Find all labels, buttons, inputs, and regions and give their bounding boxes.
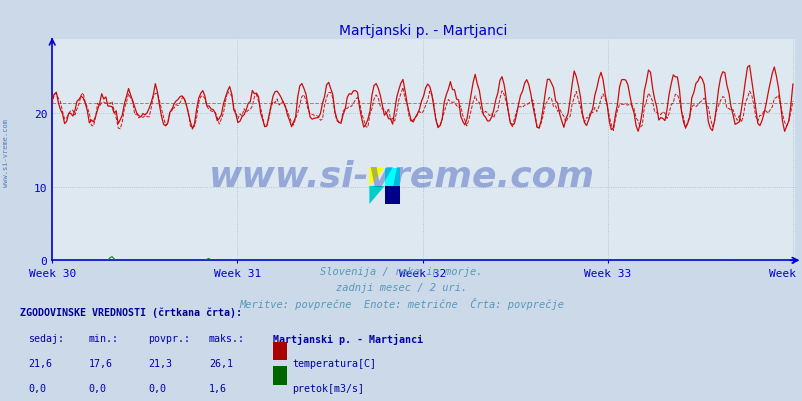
Text: maks.:: maks.: xyxy=(209,333,245,343)
Text: temperatura[C]: temperatura[C] xyxy=(292,358,376,368)
Text: www.si-vreme.com: www.si-vreme.com xyxy=(3,118,10,186)
Polygon shape xyxy=(384,186,399,205)
Text: zadnji mesec / 2 uri.: zadnji mesec / 2 uri. xyxy=(335,283,467,293)
Text: sedaj:: sedaj: xyxy=(28,333,64,343)
Text: Slovenija / reke in morje.: Slovenija / reke in morje. xyxy=(320,267,482,277)
Text: 0,0: 0,0 xyxy=(148,383,166,393)
Polygon shape xyxy=(384,168,399,186)
Polygon shape xyxy=(369,186,384,205)
Text: pretok[m3/s]: pretok[m3/s] xyxy=(292,383,364,393)
Text: 21,6: 21,6 xyxy=(28,358,52,368)
Text: Martjanski p. - Martjanci: Martjanski p. - Martjanci xyxy=(273,333,423,344)
Text: www.si-vreme.com: www.si-vreme.com xyxy=(209,160,593,193)
Title: Martjanski p. - Martjanci: Martjanski p. - Martjanci xyxy=(339,24,507,38)
Text: ZGODOVINSKE VREDNOSTI (črtkana črta):: ZGODOVINSKE VREDNOSTI (črtkana črta): xyxy=(20,307,241,317)
Text: min.:: min.: xyxy=(88,333,118,343)
Text: 26,1: 26,1 xyxy=(209,358,233,368)
Text: Meritve: povprečne  Enote: metrične  Črta: povprečje: Meritve: povprečne Enote: metrične Črta:… xyxy=(239,298,563,310)
Text: povpr.:: povpr.: xyxy=(148,333,190,343)
Text: 17,6: 17,6 xyxy=(88,358,112,368)
Text: 0,0: 0,0 xyxy=(28,383,46,393)
Text: 0,0: 0,0 xyxy=(88,383,106,393)
Text: 21,3: 21,3 xyxy=(148,358,172,368)
Polygon shape xyxy=(369,168,384,186)
Text: 1,6: 1,6 xyxy=(209,383,226,393)
